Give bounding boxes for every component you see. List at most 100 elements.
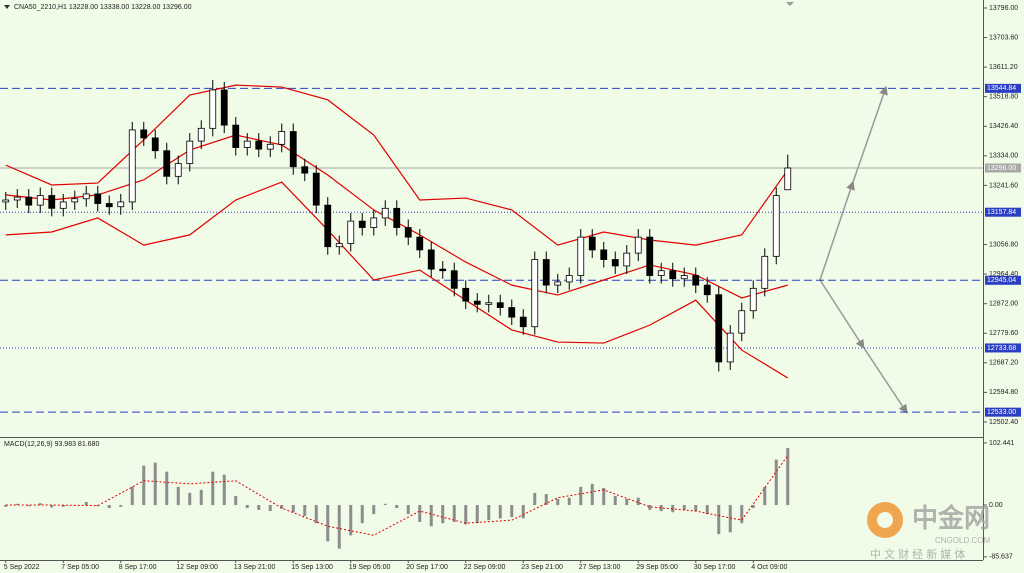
candle-body bbox=[427, 249, 435, 270]
logo-hole bbox=[877, 512, 893, 528]
macd-bar bbox=[533, 492, 537, 506]
y-tick-label: 13611.20 bbox=[989, 64, 1018, 71]
candle-body bbox=[749, 287, 757, 312]
macd-bar bbox=[602, 488, 606, 506]
candle-body bbox=[220, 89, 228, 126]
y-tick-label: 12779.60 bbox=[989, 330, 1018, 337]
macd-bar bbox=[556, 498, 560, 506]
macd-bar bbox=[464, 505, 468, 525]
y-tick-label: 13796.00 bbox=[989, 5, 1018, 12]
candle-body bbox=[450, 270, 458, 289]
candle-body bbox=[554, 281, 562, 286]
candle-body bbox=[25, 196, 33, 206]
shift-marker bbox=[786, 2, 794, 6]
x-tick-label: 8 Sep 17:00 bbox=[119, 564, 157, 571]
macd-bar bbox=[27, 505, 31, 507]
candle-body bbox=[105, 203, 113, 208]
candle-body bbox=[255, 140, 263, 150]
macd-bar bbox=[50, 505, 54, 508]
candle-body bbox=[243, 140, 251, 148]
candle-body bbox=[163, 150, 171, 177]
macd-bar bbox=[648, 505, 652, 510]
candle-body bbox=[312, 172, 320, 206]
candle-body bbox=[439, 268, 447, 272]
candle-body bbox=[13, 196, 21, 201]
x-tick-label: 30 Sep 17:00 bbox=[694, 564, 736, 571]
x-tick-label: 20 Sep 17:00 bbox=[406, 564, 448, 571]
level-label-box bbox=[985, 343, 1021, 353]
level-label: 12733.68 bbox=[987, 345, 1016, 352]
candle-body bbox=[600, 249, 608, 260]
candle-body bbox=[657, 270, 665, 276]
macd-bar bbox=[234, 495, 238, 506]
candle-body bbox=[761, 255, 769, 289]
macd-bar bbox=[452, 505, 456, 522]
macd-bar bbox=[705, 505, 709, 515]
candle-body bbox=[462, 287, 470, 302]
x-tick-label: 22 Sep 09:00 bbox=[464, 564, 506, 571]
macd-bar bbox=[441, 505, 445, 524]
y-tick-label: 12872.00 bbox=[989, 301, 1018, 308]
x-tick-label: 12 Sep 09:00 bbox=[176, 564, 218, 571]
brand: 中金网 bbox=[912, 503, 990, 533]
candle-body bbox=[94, 193, 102, 204]
macd-bar bbox=[786, 448, 790, 506]
macd-bar bbox=[510, 505, 514, 518]
x-tick-label: 29 Sep 05:00 bbox=[636, 564, 678, 571]
forecast-arrow-up bbox=[819, 85, 888, 281]
macd-bar bbox=[625, 498, 629, 506]
candle-body bbox=[473, 300, 481, 305]
candle-body bbox=[772, 195, 780, 257]
candle-body bbox=[416, 236, 424, 251]
candle-body bbox=[634, 236, 642, 254]
level-label: 13296.00 bbox=[987, 165, 1016, 172]
forecast-arrow-down bbox=[819, 279, 908, 414]
candle-body bbox=[508, 307, 516, 318]
macd-bar bbox=[268, 505, 272, 512]
candle-body bbox=[565, 275, 573, 283]
macd-bar bbox=[740, 505, 744, 524]
candle-body bbox=[358, 220, 366, 228]
candle-body bbox=[71, 198, 79, 203]
y-tick-label: 12502.40 bbox=[989, 419, 1018, 426]
x-tick-label: 23 Sep 21:00 bbox=[521, 564, 563, 571]
macd-bar bbox=[567, 497, 571, 506]
slogan: 中 文 财 经 新 媒 体 bbox=[870, 547, 965, 561]
candle-body bbox=[542, 259, 550, 286]
macd-bar bbox=[176, 486, 180, 506]
candle-body bbox=[577, 236, 585, 276]
macd-bar bbox=[280, 505, 284, 509]
candle-body bbox=[36, 195, 44, 206]
candle-body bbox=[370, 217, 378, 228]
level-label-box bbox=[985, 407, 1021, 417]
candle-body bbox=[209, 89, 217, 129]
x-tick-label: 4 Oct 09:00 bbox=[751, 564, 787, 571]
macd-bar bbox=[314, 505, 318, 524]
candle-body bbox=[174, 163, 182, 177]
candle-body bbox=[623, 252, 631, 267]
x-tick-label: 19 Sep 05:00 bbox=[349, 564, 391, 571]
candle-body bbox=[404, 227, 412, 238]
macd-bar bbox=[751, 505, 755, 509]
macd-bar bbox=[521, 505, 525, 519]
candle-body bbox=[519, 316, 527, 328]
candle-body bbox=[117, 201, 125, 208]
macd-bar bbox=[326, 505, 330, 542]
candle-body bbox=[646, 236, 654, 276]
y-tick-label: 13426.40 bbox=[989, 123, 1018, 130]
candle-body bbox=[784, 167, 792, 191]
candle-body bbox=[680, 275, 688, 280]
macd-bar bbox=[245, 505, 249, 509]
macd-bar bbox=[165, 471, 169, 506]
macd-bar bbox=[579, 486, 583, 506]
signal-line bbox=[5, 455, 789, 536]
macd-bar bbox=[372, 505, 376, 515]
level-label: 13157.84 bbox=[987, 209, 1016, 216]
macd-bar bbox=[395, 505, 399, 509]
macd-bar bbox=[590, 483, 594, 506]
level-label-box bbox=[985, 163, 1021, 173]
macd-bar bbox=[188, 492, 192, 506]
macd-bar bbox=[682, 505, 686, 510]
candle-body bbox=[48, 195, 56, 209]
